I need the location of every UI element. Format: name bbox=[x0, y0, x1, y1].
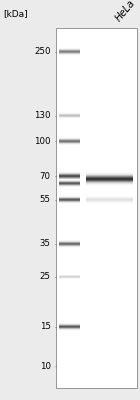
Text: 100: 100 bbox=[34, 137, 51, 146]
Text: 70: 70 bbox=[40, 172, 51, 181]
Text: 35: 35 bbox=[40, 239, 51, 248]
Text: 15: 15 bbox=[40, 322, 51, 331]
Bar bbox=[56, 28, 137, 388]
Text: [kDa]: [kDa] bbox=[3, 9, 27, 18]
Text: 10: 10 bbox=[40, 362, 51, 371]
Text: HeLa: HeLa bbox=[114, 0, 137, 24]
Text: 130: 130 bbox=[34, 111, 51, 120]
Text: 250: 250 bbox=[34, 47, 51, 56]
Text: 55: 55 bbox=[40, 195, 51, 204]
Text: 25: 25 bbox=[40, 272, 51, 281]
